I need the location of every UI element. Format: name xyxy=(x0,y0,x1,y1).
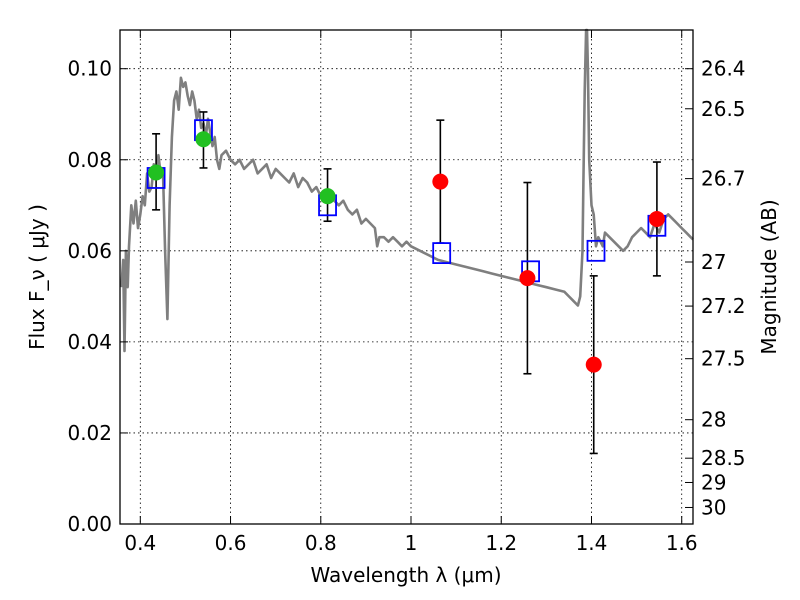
x-axis-title: Wavelength λ (μm) xyxy=(310,563,501,587)
grid-lines xyxy=(120,30,693,525)
red-point xyxy=(432,173,449,190)
x-tick-label: 1.6 xyxy=(666,531,698,555)
x-tick-label: 1 xyxy=(405,531,418,555)
red-point xyxy=(648,210,665,227)
x-tick-label: 0.4 xyxy=(124,531,156,555)
x-tick-label: 0.8 xyxy=(305,531,337,555)
red-point xyxy=(519,270,536,287)
y2-tick-label: 30 xyxy=(701,495,726,519)
spectrum-layer xyxy=(120,28,694,353)
y-tick-label: 0.04 xyxy=(67,330,112,354)
y2-tick-label: 28 xyxy=(701,408,726,432)
x-tick-label: 1.2 xyxy=(485,531,517,555)
model-box xyxy=(432,242,452,264)
y-tick-label: 0.10 xyxy=(67,57,112,81)
y2-tick-label: 26.4 xyxy=(701,57,746,81)
plot-frame xyxy=(119,29,694,525)
y2-tick-label: 29 xyxy=(701,470,726,494)
y-tick-label: 0.08 xyxy=(67,148,112,172)
detection-point xyxy=(319,188,336,205)
y-tick-label: 0.06 xyxy=(67,239,112,263)
model-box-layer xyxy=(146,119,667,283)
y2-tick-label: 26.5 xyxy=(701,97,746,121)
detection-point xyxy=(148,164,165,181)
y-tick-label: 0.00 xyxy=(67,512,112,536)
tick-layer xyxy=(120,30,693,525)
y2-tick-label: 27.2 xyxy=(701,294,746,318)
y2-tick-label: 26.7 xyxy=(701,167,746,191)
detection-point xyxy=(195,131,212,148)
spectrum-line xyxy=(120,28,694,353)
y2-tick-label: 27 xyxy=(701,250,726,274)
point-layer xyxy=(148,131,665,373)
x-tick-label: 0.6 xyxy=(215,531,247,555)
red-point xyxy=(585,356,602,373)
y2-tick-label: 27.5 xyxy=(701,347,746,371)
x-tick-label: 1.4 xyxy=(576,531,608,555)
tick-label-layer: 0.4 0.6 0.8 1 1.2 1.4 1.6 0.00 0.02 0.04 0.06 0.08 0… xyxy=(67,57,745,555)
y2-tick-label: 28.5 xyxy=(701,446,746,470)
y2-axis-title: Magnitude (AB) xyxy=(757,199,781,354)
model-box xyxy=(586,239,606,262)
y-axis-title: Flux F_ν ( μJy ) xyxy=(25,204,49,350)
y-tick-label: 0.02 xyxy=(67,421,112,445)
